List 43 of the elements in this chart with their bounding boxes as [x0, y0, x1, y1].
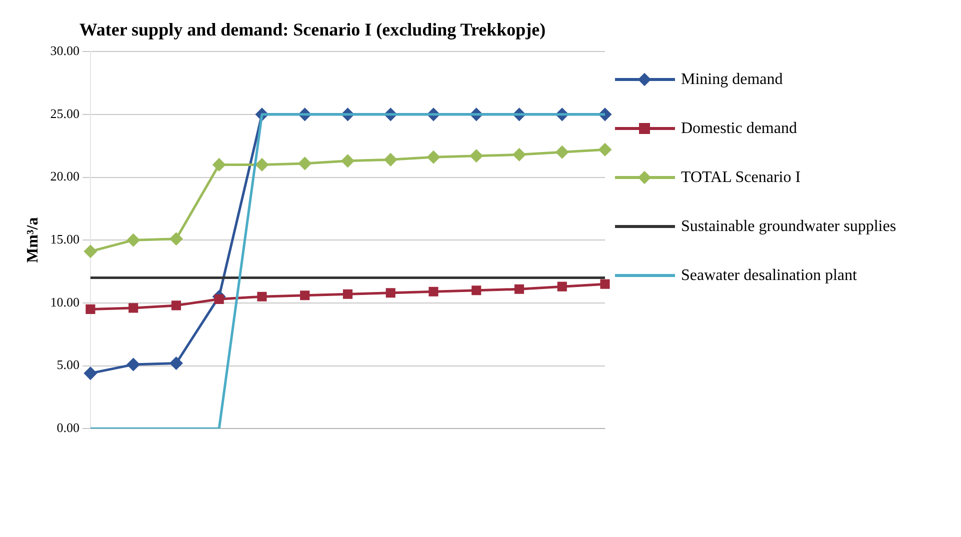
point	[128, 303, 138, 313]
point	[598, 143, 612, 156]
point	[256, 158, 268, 171]
point	[171, 300, 181, 310]
point	[127, 234, 140, 246]
point	[341, 154, 354, 168]
point	[514, 284, 524, 294]
point	[557, 282, 567, 292]
y-tick-label: 5.00	[56, 357, 80, 372]
legend-label: Seawater desalination plant	[681, 266, 858, 285]
point	[170, 232, 182, 246]
legend-label: TOTAL Scenario I	[681, 168, 802, 187]
point	[428, 286, 438, 296]
legend-label: Domestic demand	[681, 119, 798, 138]
y-tick-label: 10.00	[50, 294, 80, 310]
point	[386, 288, 396, 298]
point	[127, 358, 140, 371]
y-tick-label: 20.00	[50, 168, 80, 184]
point	[257, 292, 267, 302]
y-tick-label: 30.00	[50, 43, 80, 58]
point	[300, 290, 310, 300]
point	[298, 157, 312, 170]
y-axis-title: Mm³/a	[24, 217, 42, 263]
point	[384, 153, 397, 166]
legend-label: Mining demand	[681, 70, 784, 89]
y-tick-label: 0.00	[56, 420, 80, 436]
point	[600, 279, 610, 289]
y-tick-label: 15.00	[50, 232, 80, 247]
point	[427, 150, 440, 164]
point	[212, 158, 226, 171]
point	[470, 150, 483, 162]
point	[84, 367, 97, 380]
point	[214, 294, 224, 304]
point	[472, 286, 482, 296]
point	[556, 146, 568, 158]
point	[512, 148, 526, 161]
chart-title: Water supply and demand: Scenario I (excluding Trekkopje)	[79, 19, 546, 40]
point	[342, 289, 353, 299]
point	[86, 304, 96, 314]
y-tick-label: 25.00	[50, 106, 80, 121]
point	[84, 245, 97, 258]
legend-label: Sustainable groundwater supplies	[681, 217, 898, 236]
point	[170, 357, 182, 370]
